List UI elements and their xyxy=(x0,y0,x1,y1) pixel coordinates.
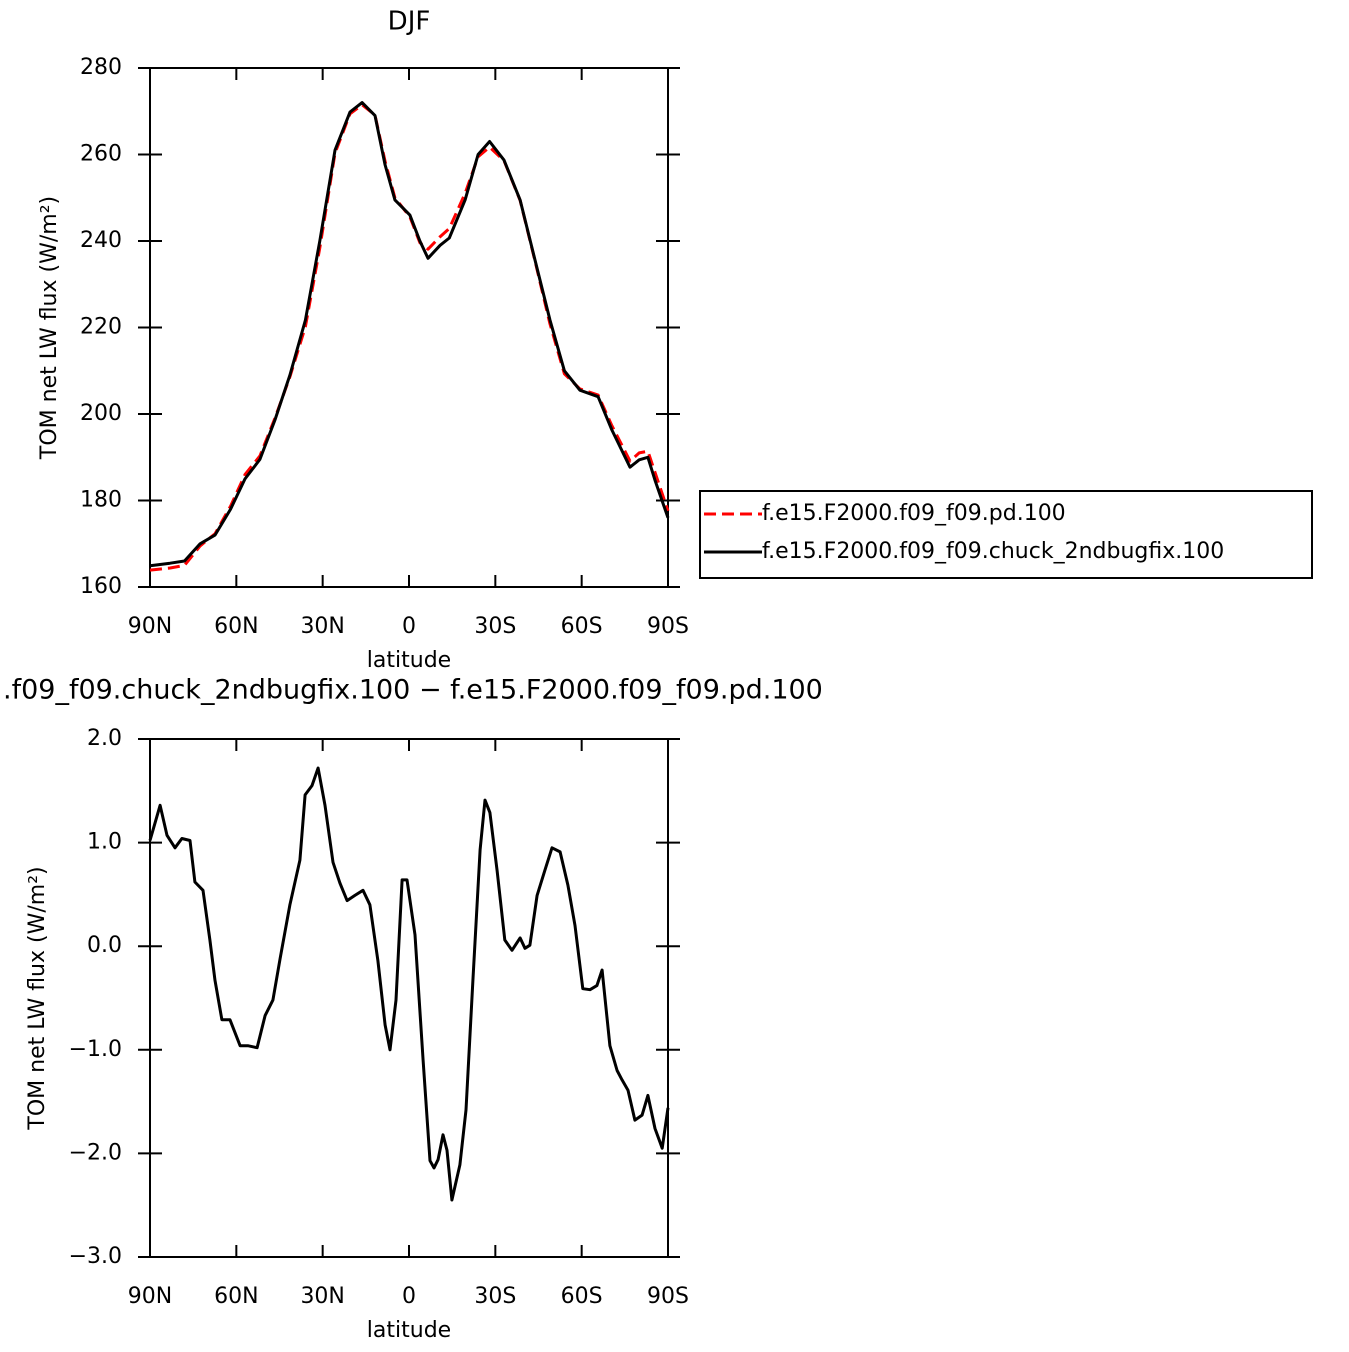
x-tick-label: 30N xyxy=(300,1284,344,1309)
y-tick-label: 240 xyxy=(80,228,122,253)
y-tick-label: −3.0 xyxy=(69,1244,122,1269)
legend-label: f.e15.F2000.f09_f09.chuck_2ndbugfix.100 xyxy=(762,539,1224,564)
x-axis-label: latitude xyxy=(367,1318,451,1343)
x-tick-label: 90N xyxy=(128,1284,172,1309)
x-tick-label: 60N xyxy=(214,1284,258,1309)
y-axis-label: TOM net LW flux (W/m²) xyxy=(25,866,50,1130)
x-tick-label: 30S xyxy=(474,1284,516,1309)
y-tick-label: 260 xyxy=(80,142,122,167)
data-line xyxy=(148,766,670,1202)
chart-title: DJF xyxy=(388,7,431,37)
x-tick-label: 30N xyxy=(300,614,344,639)
y-tick-label: 0.0 xyxy=(87,933,122,958)
y-tick-label: −2.0 xyxy=(69,1140,122,1165)
legend-box xyxy=(699,490,1313,579)
plot-frame xyxy=(149,67,669,588)
data-line xyxy=(149,101,670,568)
y-tick-label: 220 xyxy=(80,315,122,340)
x-tick-label: 90S xyxy=(647,614,689,639)
y-tick-label: 180 xyxy=(80,488,122,513)
y-tick-label: 280 xyxy=(80,55,122,80)
x-tick-label: 90S xyxy=(647,1284,689,1309)
y-tick-label: 1.0 xyxy=(87,830,122,855)
y-tick-label: −1.0 xyxy=(69,1037,122,1062)
y-tick-label: 200 xyxy=(80,401,122,426)
data-line xyxy=(149,103,670,572)
legend-label: f.e15.F2000.f09_f09.pd.100 xyxy=(762,501,1066,526)
x-axis-label: latitude xyxy=(367,648,451,673)
x-tick-label: 60S xyxy=(561,1284,603,1309)
x-tick-label: 90N xyxy=(128,614,172,639)
x-tick-label: 60S xyxy=(561,614,603,639)
x-tick-label: 30S xyxy=(474,614,516,639)
y-axis-label: TOM net LW flux (W/m²) xyxy=(37,196,62,460)
chart-title: .f09_f09.chuck_2ndbugfix.100 − f.e15.F20… xyxy=(3,675,823,706)
x-tick-label: 60N xyxy=(214,614,258,639)
y-tick-label: 2.0 xyxy=(87,726,122,751)
y-tick-label: 160 xyxy=(80,574,122,599)
x-tick-label: 0 xyxy=(402,614,416,639)
plot-frame xyxy=(149,738,669,1258)
x-tick-label: 0 xyxy=(402,1284,416,1309)
